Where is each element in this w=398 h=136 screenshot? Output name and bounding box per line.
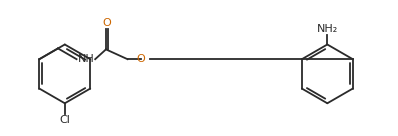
Text: O: O xyxy=(103,18,111,28)
Text: NH₂: NH₂ xyxy=(317,24,338,34)
Text: O: O xyxy=(137,54,146,64)
Text: NH: NH xyxy=(78,54,94,64)
Text: Cl: Cl xyxy=(59,115,70,125)
